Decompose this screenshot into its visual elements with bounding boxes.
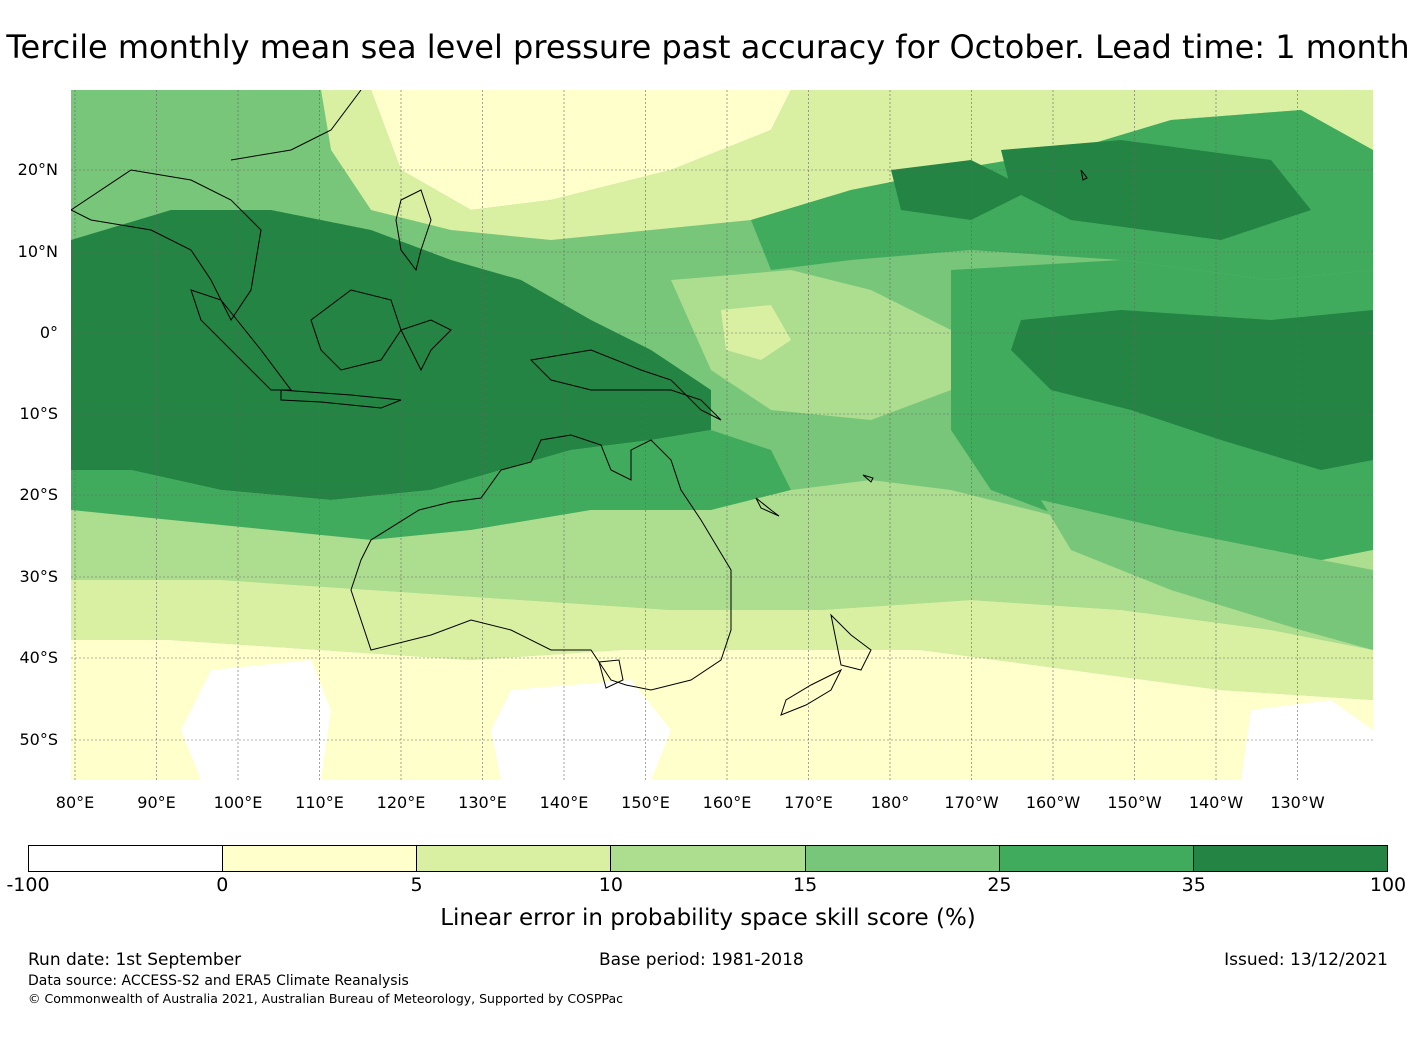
longitude-label: 150°E bbox=[621, 793, 670, 812]
skill-band-central-light bbox=[671, 270, 951, 420]
longitude-label: 130°E bbox=[458, 793, 507, 812]
skill-band-central-lighter bbox=[721, 305, 791, 360]
colorbar-label: Linear error in probability space skill … bbox=[440, 905, 976, 931]
borneo-coastline bbox=[310, 289, 402, 371]
latitude-label: 0° bbox=[39, 323, 58, 342]
new-zealand-north-coastline bbox=[830, 613, 872, 671]
sulawesi-coastline bbox=[400, 319, 452, 372]
colorbar-segment bbox=[1193, 846, 1387, 871]
longitude-label: 110°E bbox=[295, 793, 344, 812]
skill-band-np-dark bbox=[891, 160, 1031, 220]
skill-band-north-mid bbox=[321, 90, 1373, 240]
longitude-label: 90°E bbox=[137, 793, 176, 812]
latitude-label: 30°S bbox=[19, 567, 58, 586]
colorbar-tick-label: 5 bbox=[410, 874, 423, 896]
new-caledonia-coastline bbox=[755, 497, 780, 517]
colorbar bbox=[28, 845, 1388, 872]
indochina-coastline bbox=[71, 169, 262, 321]
skill-band-ep-dark bbox=[1011, 310, 1373, 470]
longitude-label: 130°W bbox=[1270, 793, 1325, 812]
colorbar-tick-label: -100 bbox=[6, 874, 50, 896]
tasmania-coastline bbox=[598, 659, 624, 689]
colorbar-tick-label: 35 bbox=[1181, 874, 1206, 896]
latitude-label: 40°S bbox=[19, 648, 58, 667]
skill-band-north-light bbox=[371, 90, 791, 210]
china-coastline bbox=[230, 90, 362, 161]
java-coastline bbox=[280, 389, 402, 409]
colorbar-segment bbox=[999, 846, 1194, 871]
map-canvas bbox=[71, 90, 1373, 780]
colorbar-tick-label: 25 bbox=[987, 874, 1012, 896]
skill-score-map bbox=[71, 90, 1373, 780]
longitude-label: 180° bbox=[870, 793, 910, 812]
longitude-label: 160°W bbox=[1025, 793, 1081, 812]
new-zealand-south-coastline bbox=[780, 668, 843, 716]
longitude-label: 140°E bbox=[539, 793, 589, 812]
skill-band-mc-medium bbox=[71, 430, 791, 540]
longitude-label: 150°W bbox=[1107, 793, 1162, 812]
graticule bbox=[71, 90, 1373, 780]
longitude-label: 170°E bbox=[784, 793, 833, 812]
new-guinea-coastline bbox=[529, 349, 722, 421]
skill-band-south-white-2 bbox=[491, 680, 671, 780]
skill-band-subtropic-green bbox=[1041, 500, 1373, 650]
run-date: Run date: 1st September bbox=[28, 950, 242, 970]
map-title: Tercile monthly mean sea level pressure … bbox=[6, 28, 1410, 66]
colorbar-tick-label: 100 bbox=[1369, 874, 1407, 896]
latitude-label: 50°S bbox=[19, 730, 58, 749]
philippines-coastline bbox=[395, 189, 432, 272]
skill-band-nw-green bbox=[71, 90, 371, 210]
coastlines bbox=[71, 90, 1088, 716]
skill-field bbox=[71, 90, 1373, 780]
hawaii-coastline bbox=[1080, 169, 1088, 181]
longitude-label: 140°W bbox=[1188, 793, 1244, 812]
latitude-label: 10°S bbox=[19, 404, 58, 423]
longitude-label: 100°E bbox=[213, 793, 263, 812]
latitude-label: 10°N bbox=[17, 242, 58, 261]
skill-band-mc-dark bbox=[71, 210, 711, 500]
skill-band-south-light bbox=[71, 480, 1373, 650]
issued-date: Issued: 13/12/2021 bbox=[1224, 950, 1388, 970]
longitude-label: 170°W bbox=[944, 793, 999, 812]
copyright-notice: © Commonwealth of Australia 2021, Austra… bbox=[28, 991, 623, 1006]
fiji-coastline bbox=[862, 474, 874, 483]
skill-band-np-dark-2 bbox=[1001, 140, 1311, 240]
colorbar-tick-label: 15 bbox=[793, 874, 818, 896]
australia-coastline bbox=[350, 434, 732, 691]
colorbar-tick-label: 0 bbox=[216, 874, 229, 896]
latitude-label: 20°S bbox=[19, 485, 58, 504]
colorbar-segment bbox=[29, 846, 224, 871]
colorbar-segment bbox=[611, 846, 806, 871]
longitude-label: 120°E bbox=[376, 793, 426, 812]
colorbar-segment bbox=[805, 846, 1000, 871]
data-source: Data source: ACCESS-S2 and ERA5 Climate … bbox=[28, 973, 409, 989]
longitude-label: 160°E bbox=[702, 793, 752, 812]
colorbar-segment bbox=[417, 846, 612, 871]
skill-band-south-lighter bbox=[71, 580, 1373, 700]
colorbar-segment bbox=[223, 846, 418, 871]
latitude-label: 20°N bbox=[17, 160, 58, 179]
longitude-label: 80°E bbox=[55, 793, 95, 812]
skill-band-south-white bbox=[181, 660, 331, 780]
colorbar-tick-label: 10 bbox=[598, 874, 623, 896]
base-period: Base period: 1981-2018 bbox=[599, 950, 804, 970]
skill-band-south-pale bbox=[71, 640, 1373, 780]
